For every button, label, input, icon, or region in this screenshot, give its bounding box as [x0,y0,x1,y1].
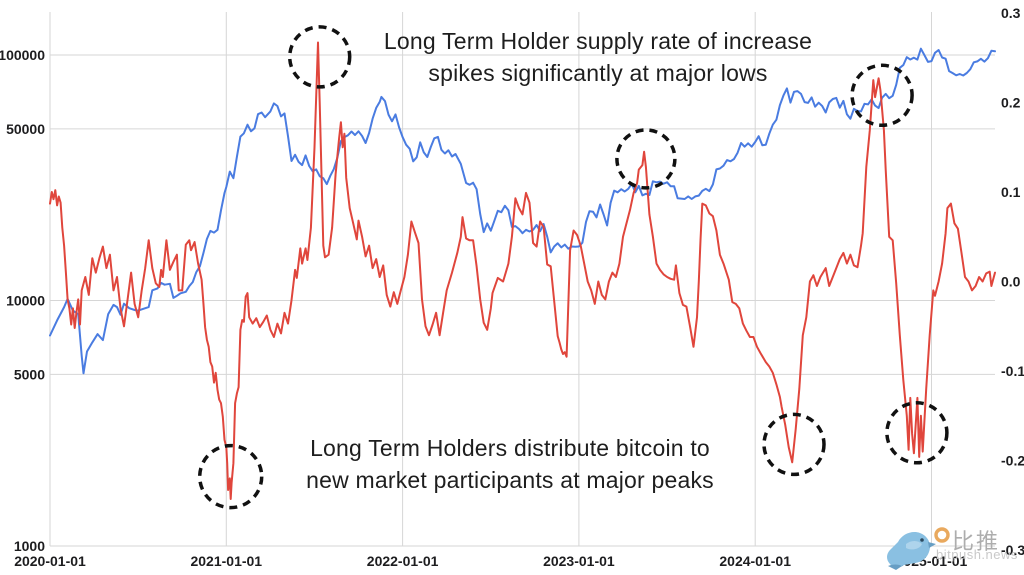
bird-logo-icon [887,527,950,570]
x-axis-tick-label: 2022-01-01 [367,553,439,569]
right-axis-tick-label: -0.3 [1001,542,1024,558]
watermark: 比推 bitpush.news [884,520,1024,572]
left-axis-tick-label: 10000 [6,293,45,309]
rate-series-line [49,41,996,500]
right-axis-tick-label: 0.2 [1001,95,1021,111]
right-axis-tick-label: 0.0 [1001,274,1021,290]
right-axis-tick-label: 0.3 [1001,5,1021,21]
highlight-circle [287,25,352,89]
left-axis-tick-label: 5000 [14,366,45,382]
x-axis-tick-label: 2021-01-01 [190,553,262,569]
annotation-major-peaks: Long Term Holders distribute bitcoin to … [280,432,740,496]
annotation-major-peaks-line1: Long Term Holders distribute bitcoin to [310,435,710,461]
highlight-circle [885,401,949,465]
annotation-major-lows-line1: Long Term Holder supply rate of increase [383,28,813,54]
annotation-major-lows: Long Term Holder supply rate of increase… [372,25,824,89]
highlight-circle [850,63,914,128]
annotation-major-peaks-line2: new market participants at major peaks [306,467,714,493]
left-axis-tick-label: 1000 [14,538,45,554]
right-axis-tick-label: -0.2 [1001,453,1024,469]
left-axis-tick-label: 50000 [6,121,45,137]
left-axis-tick-label: 100000 [0,47,45,63]
x-axis-tick-label: 2024-01-01 [719,553,791,569]
highlight-circle [197,443,264,510]
right-axis-tick-label: -0.1 [1001,363,1024,379]
right-axis-tick-label: 0.1 [1001,184,1021,200]
x-axis-tick-label: 2023-01-01 [543,553,615,569]
watermark-brand: 比推 [952,529,1001,554]
watermark-domain: bitpush.news [936,547,1018,562]
annotation-major-lows-line2: spikes significantly at major lows [428,60,768,86]
highlight-circle [615,128,677,190]
x-axis-tick-label: 2020-01-01 [14,553,86,569]
highlight-circle [762,412,826,477]
